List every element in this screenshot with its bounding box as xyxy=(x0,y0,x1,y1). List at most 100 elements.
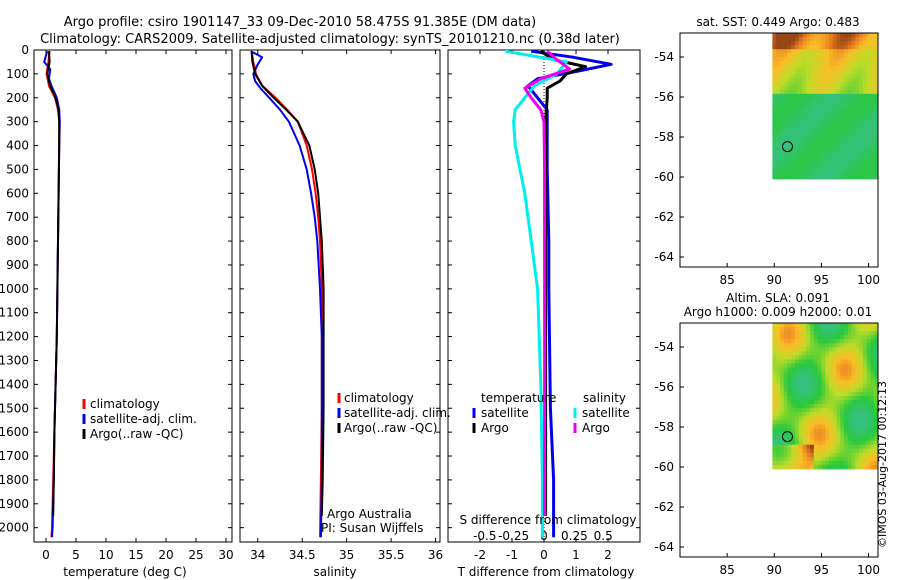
heatmap-cell xyxy=(783,77,788,83)
heatmap-cell xyxy=(791,363,796,369)
heatmap-cell xyxy=(851,436,856,442)
heatmap-cell xyxy=(825,416,830,421)
heatmap-cell xyxy=(787,371,792,377)
heatmap-cell xyxy=(783,460,788,466)
heatmap-cell xyxy=(825,343,830,348)
heatmap-cell xyxy=(825,158,830,164)
heatmap-cell xyxy=(783,379,788,385)
heatmap-cell xyxy=(847,110,852,115)
heatmap-cell xyxy=(836,142,841,147)
heatmap-cell xyxy=(836,158,841,164)
heatmap-cell xyxy=(855,387,860,393)
heatmap-cell xyxy=(776,37,781,42)
heatmap-cell xyxy=(783,375,788,381)
heatmap-cell xyxy=(832,166,837,172)
heatmap-cell xyxy=(821,464,826,470)
heatmap-cell xyxy=(847,101,852,107)
heatmap-cell xyxy=(783,335,788,340)
heatmap-cell xyxy=(828,464,834,470)
heatmap-cell xyxy=(795,101,800,107)
heatmap-cell xyxy=(828,440,834,446)
heatmap-cell xyxy=(836,408,841,413)
heatmap-cell xyxy=(787,93,792,99)
heatmap-cell xyxy=(806,412,811,417)
heatmap-cell xyxy=(836,416,841,421)
heatmap-cell xyxy=(855,444,860,450)
heatmap-cell xyxy=(795,456,800,462)
heatmap-cell xyxy=(783,150,788,156)
heatmap-cell xyxy=(840,363,845,369)
heatmap-cell xyxy=(836,166,841,172)
heatmap-cell xyxy=(772,114,777,119)
heatmap-cell xyxy=(855,331,860,336)
heatmap-cell xyxy=(779,154,785,160)
heatmap-cell xyxy=(870,460,875,466)
heatmap-cell xyxy=(866,452,871,458)
heatmap-cell xyxy=(787,444,792,450)
heatmap-cell xyxy=(836,343,841,348)
heatmap-cell xyxy=(802,391,807,397)
heatmap-cell xyxy=(813,396,819,401)
heatmap-cell xyxy=(836,37,841,42)
salinity-legend: climatology satellite-adj. clim. Argo(..… xyxy=(337,391,451,435)
heatmap-cell xyxy=(825,126,830,131)
heatmap-cell xyxy=(836,101,841,107)
heatmap-cell xyxy=(776,85,781,91)
heatmap-cell xyxy=(798,456,803,462)
heatmap-cell xyxy=(798,428,803,433)
heatmap-cell xyxy=(821,170,826,176)
heatmap-cell xyxy=(840,424,845,429)
heatmap-cell xyxy=(851,363,856,369)
heatmap-cell xyxy=(855,428,860,433)
heatmap-cell xyxy=(821,37,826,42)
sla-map-frame xyxy=(679,322,879,558)
heatmap-cell xyxy=(821,327,826,332)
heatmap-cell xyxy=(855,416,860,421)
heatmap-cell xyxy=(795,416,800,421)
heatmap-cell xyxy=(791,33,796,38)
heatmap-cell xyxy=(844,335,849,340)
heatmap-cell xyxy=(772,118,777,123)
heatmap-cell xyxy=(772,424,777,429)
heatmap-cell xyxy=(862,379,868,385)
heatmap-cell xyxy=(772,339,777,344)
heatmap-cell xyxy=(844,97,849,103)
heatmap-cell xyxy=(874,460,879,466)
heatmap-cell xyxy=(795,383,800,389)
x-tick-label: 0 xyxy=(42,548,50,562)
heatmap-cell xyxy=(806,420,811,425)
heatmap-cell xyxy=(806,396,811,401)
heatmap-cell xyxy=(828,61,834,66)
heatmap-cell xyxy=(844,73,849,79)
heatmap-cell xyxy=(779,424,785,429)
heatmap-cell xyxy=(855,49,860,54)
heatmap-cell xyxy=(821,400,826,405)
heatmap-cell xyxy=(870,174,875,180)
heatmap-cell xyxy=(836,93,841,99)
heatmap-cell xyxy=(855,359,860,364)
heatmap-cell xyxy=(825,77,830,83)
heatmap-cell xyxy=(874,327,879,332)
heatmap-cell xyxy=(787,436,792,442)
heatmap-cell xyxy=(866,57,871,62)
heatmap-cell xyxy=(776,89,781,95)
heatmap-cell xyxy=(798,89,803,95)
heatmap-cell xyxy=(844,460,849,466)
heatmap-cell xyxy=(828,146,834,152)
heatmap-cell xyxy=(840,444,845,450)
heatmap-cell xyxy=(840,101,845,107)
heatmap-cell xyxy=(859,110,864,115)
heatmap-cell xyxy=(828,436,834,442)
heatmap-cell xyxy=(817,122,822,127)
heatmap-cell xyxy=(828,130,834,135)
heatmap-cell xyxy=(874,45,879,50)
heatmap-cell xyxy=(783,166,788,172)
heatmap-cell xyxy=(779,363,785,369)
heatmap-cell xyxy=(859,404,864,409)
heatmap-cell xyxy=(810,162,815,168)
heatmap-cell xyxy=(862,162,868,168)
heatmap-cell xyxy=(847,424,852,429)
heatmap-cell xyxy=(821,456,826,462)
heatmap-cell xyxy=(859,452,864,458)
heatmap-cell xyxy=(806,416,811,421)
